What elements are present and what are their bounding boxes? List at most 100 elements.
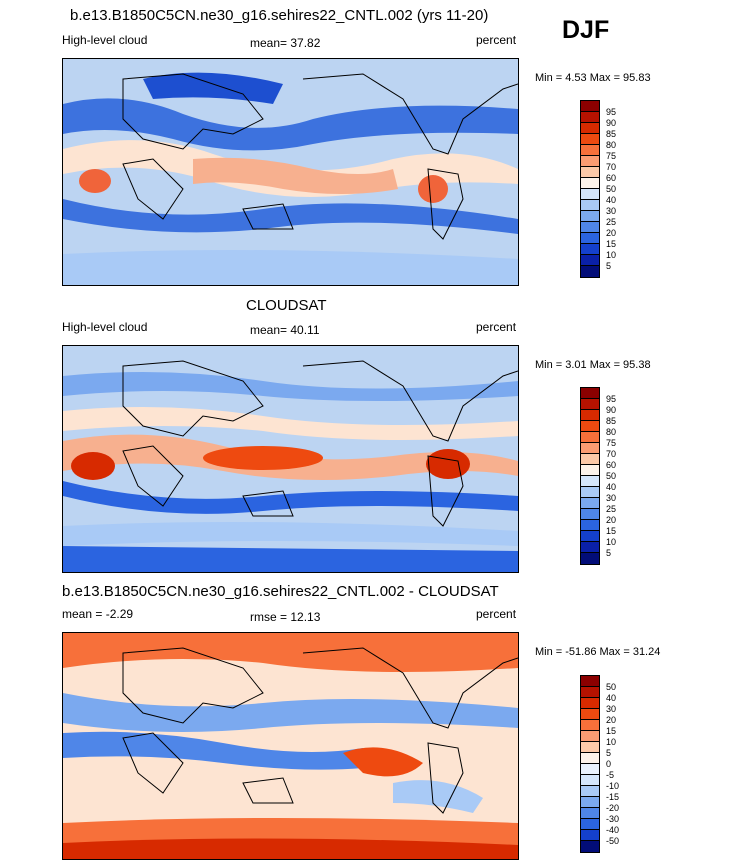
colorbar-label: 25 (606, 504, 617, 514)
panel2-units: percent (476, 320, 517, 334)
colorbar-swatch (581, 123, 599, 134)
panel3-units: percent (476, 607, 517, 621)
panel1-units: percent (476, 33, 517, 47)
colorbar-label: 90 (606, 405, 617, 415)
colorbar-label: 95 (606, 107, 617, 117)
colorbar-label: 15 (606, 526, 617, 536)
colorbar-label: 20 (606, 515, 617, 525)
panel2-left-label: High-level cloud (62, 320, 148, 334)
colorbar-swatch (581, 399, 599, 410)
colorbar-swatch (581, 255, 599, 266)
colorbar-swatch (581, 134, 599, 145)
colorbar-swatch (581, 742, 599, 753)
colorbar-swatch (581, 553, 599, 564)
colorbar-swatch (581, 454, 599, 465)
colorbar-swatch (581, 498, 599, 509)
colorbar-swatch (581, 211, 599, 222)
colorbar-label: 10 (606, 737, 617, 747)
panel3-colorbar (580, 675, 600, 853)
colorbar-swatch (581, 764, 599, 775)
colorbar-swatch (581, 432, 599, 443)
panel1-left-label: High-level cloud (62, 33, 148, 47)
colorbar-label: 85 (606, 129, 617, 139)
colorbar-swatch (581, 775, 599, 786)
colorbar-swatch (581, 465, 599, 476)
season-label: DJF (562, 16, 610, 44)
colorbar-label: 50 (606, 184, 617, 194)
colorbar-label: 80 (606, 427, 617, 437)
colorbar-swatch (581, 676, 599, 687)
colorbar-label: 40 (606, 482, 617, 492)
colorbar-swatch (581, 410, 599, 421)
panel1-minmax: Min = 4.53 Max = 95.83 (535, 72, 651, 84)
colorbar-swatch (581, 476, 599, 487)
colorbar-label: 80 (606, 140, 617, 150)
colorbar-swatch (581, 753, 599, 764)
colorbar-label: 50 (606, 471, 617, 481)
colorbar-label: -40 (606, 825, 620, 835)
panel3-left-label: mean = -2.29 (62, 607, 134, 621)
colorbar-label: 75 (606, 438, 617, 448)
colorbar-label: 95 (606, 394, 617, 404)
colorbar-label: 60 (606, 173, 617, 183)
colorbar-swatch (581, 200, 599, 211)
colorbar-label: 5 (606, 748, 612, 758)
colorbar-swatch (581, 819, 599, 830)
colorbar-label: -50 (606, 836, 620, 846)
colorbar-swatch (581, 145, 599, 156)
panel2-title: CLOUDSAT (246, 297, 327, 314)
colorbar-swatch (581, 266, 599, 277)
panel3-rmse: rmse = 12.13 (250, 610, 321, 624)
colorbar-swatch (581, 112, 599, 123)
colorbar-swatch (581, 830, 599, 841)
colorbar-swatch (581, 687, 599, 698)
colorbar-label: 25 (606, 217, 617, 227)
colorbar-swatch (581, 542, 599, 553)
colorbar-label: 30 (606, 206, 617, 216)
colorbar-swatch (581, 786, 599, 797)
colorbar-swatch (581, 797, 599, 808)
panel1-mean: mean= 37.82 (250, 36, 321, 50)
colorbar-label: -30 (606, 814, 620, 824)
colorbar-label: 40 (606, 195, 617, 205)
panel1-title: b.e13.B1850C5CN.ne30_g16.sehires22_CNTL.… (70, 7, 489, 24)
colorbar-swatch (581, 388, 599, 399)
colorbar-swatch (581, 698, 599, 709)
colorbar-swatch (581, 709, 599, 720)
colorbar-label: 30 (606, 493, 617, 503)
colorbar-swatch (581, 178, 599, 189)
panel2-colorbar (580, 387, 600, 565)
colorbar-swatch (581, 520, 599, 531)
colorbar-label: -5 (606, 770, 615, 780)
colorbar-swatch (581, 167, 599, 178)
panel1-colorbar (580, 100, 600, 278)
colorbar-label: 90 (606, 118, 617, 128)
panel2-map (62, 345, 519, 573)
panel2-minmax: Min = 3.01 Max = 95.38 (535, 359, 651, 371)
colorbar-label: 5 (606, 548, 612, 558)
colorbar-label: 15 (606, 726, 617, 736)
colorbar-swatch (581, 731, 599, 742)
colorbar-swatch (581, 233, 599, 244)
colorbar-label: 40 (606, 693, 617, 703)
colorbar-label: 20 (606, 715, 617, 725)
colorbar-swatch (581, 841, 599, 852)
colorbar-label: 85 (606, 416, 617, 426)
colorbar-label: 50 (606, 682, 617, 692)
colorbar-label: 60 (606, 460, 617, 470)
colorbar-swatch (581, 156, 599, 167)
colorbar-label: 70 (606, 449, 617, 459)
colorbar-swatch (581, 509, 599, 520)
colorbar-swatch (581, 244, 599, 255)
panel2-mean: mean= 40.11 (250, 323, 320, 337)
colorbar-label: 70 (606, 162, 617, 172)
colorbar-swatch (581, 443, 599, 454)
colorbar-swatch (581, 189, 599, 200)
colorbar-swatch (581, 531, 599, 542)
colorbar-label: 5 (606, 261, 612, 271)
colorbar-swatch (581, 101, 599, 112)
colorbar-swatch (581, 222, 599, 233)
colorbar-swatch (581, 487, 599, 498)
panel3-map (62, 632, 519, 860)
colorbar-swatch (581, 421, 599, 432)
